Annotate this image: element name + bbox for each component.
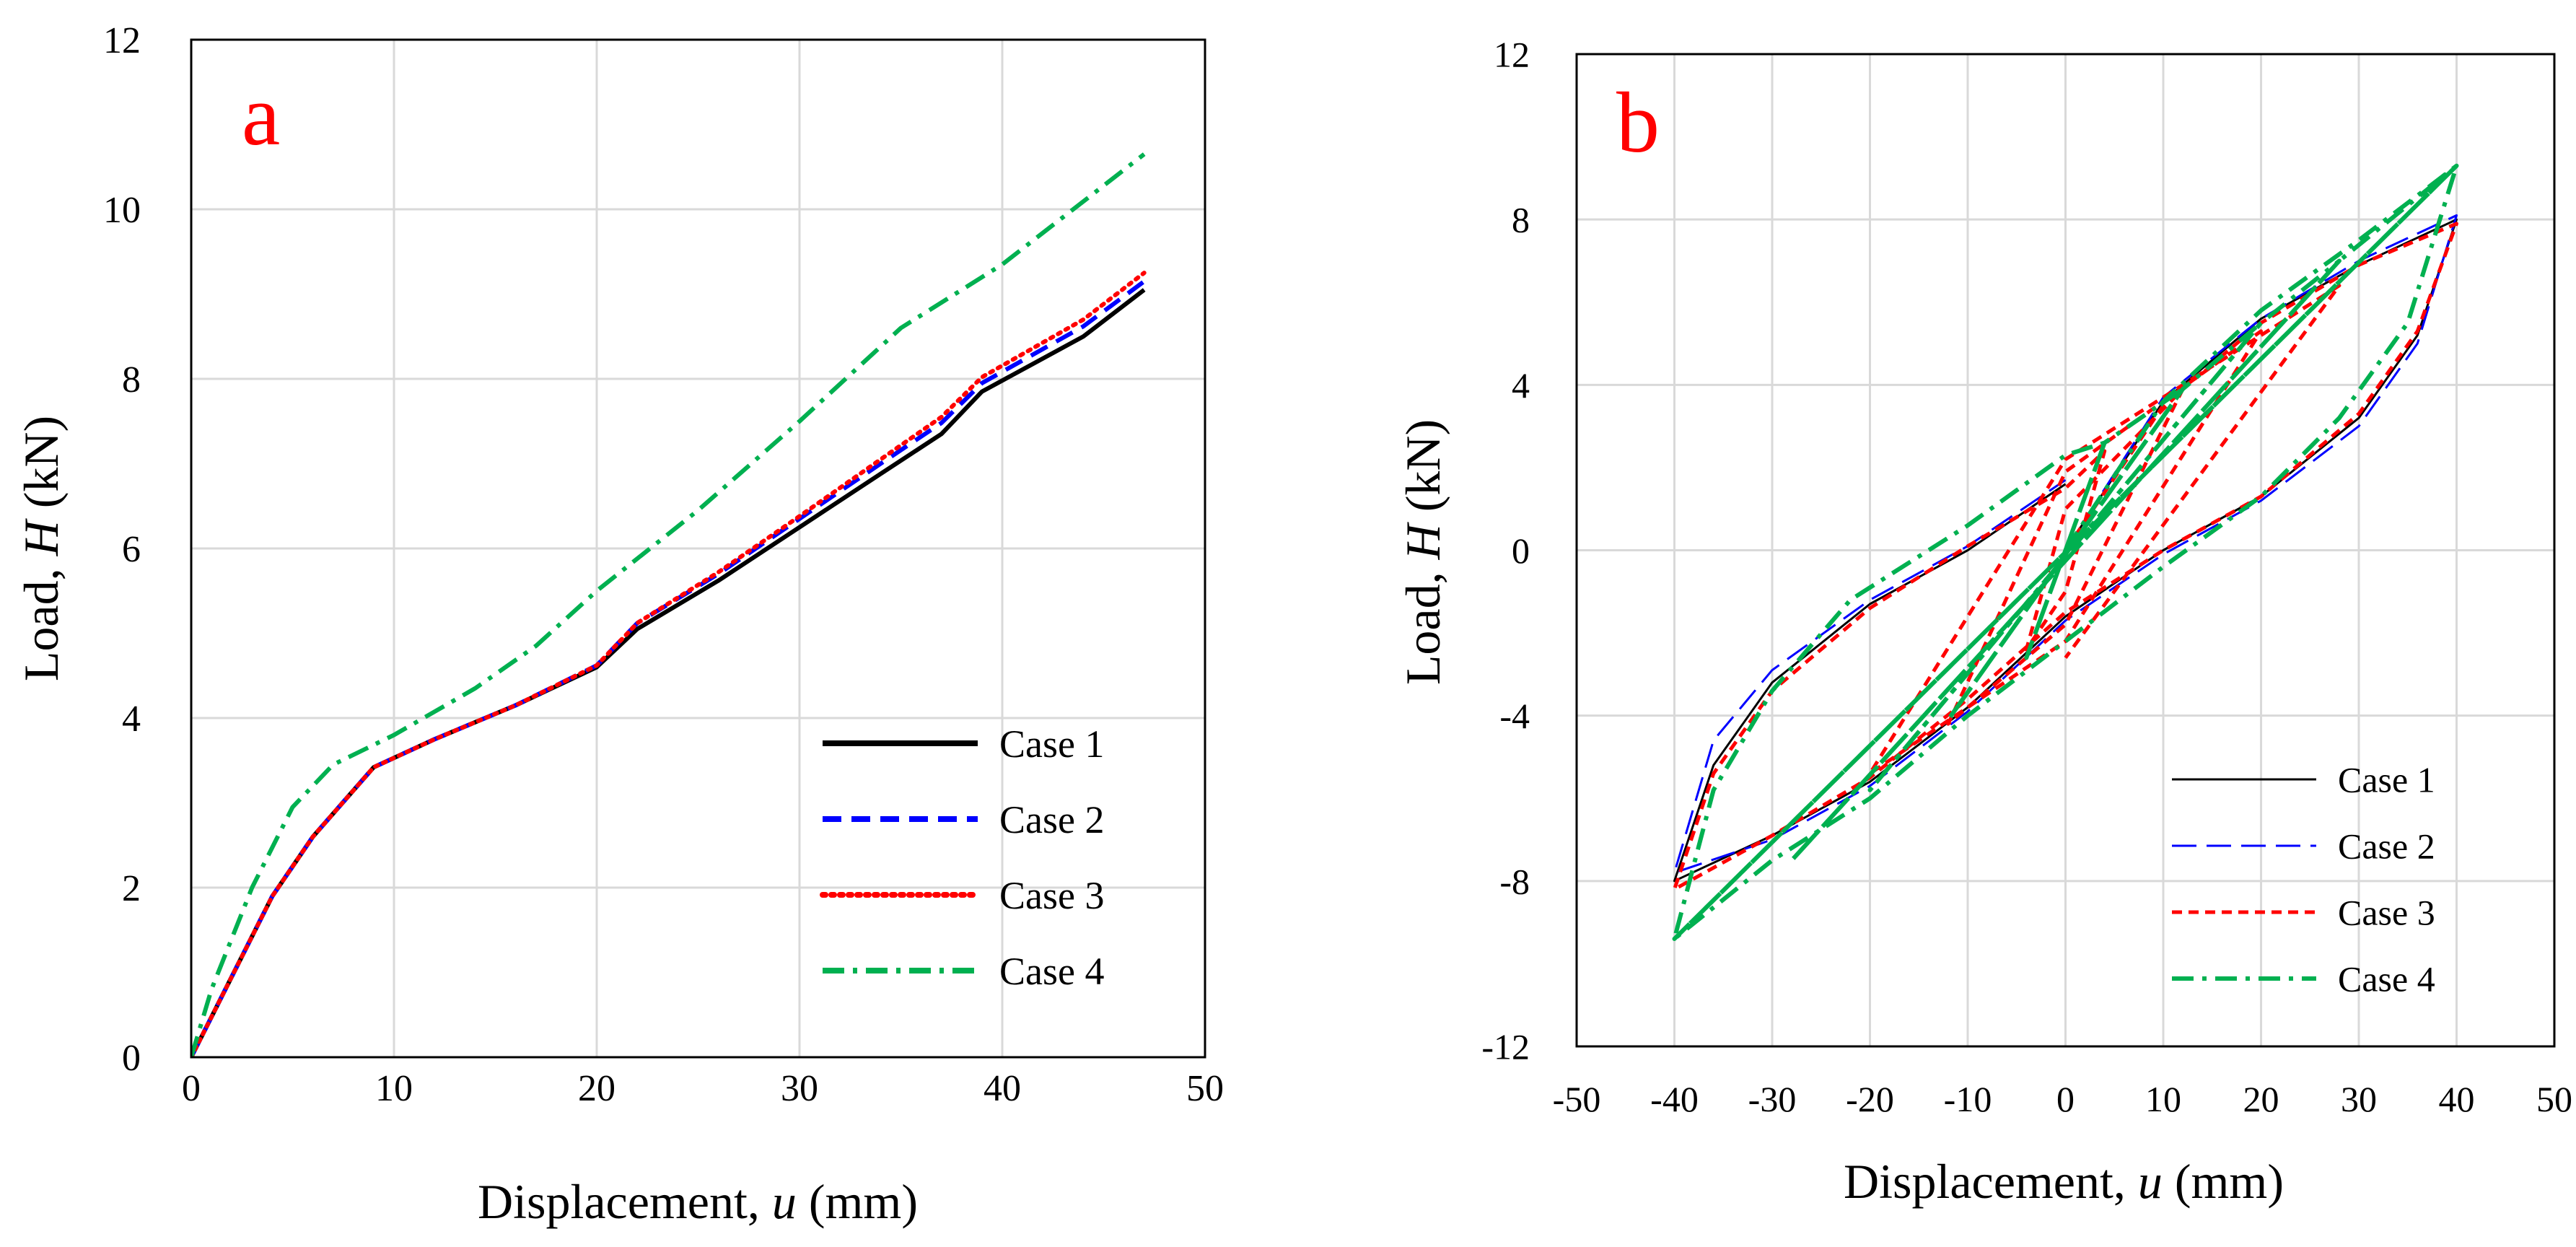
legend-label: Case 3 [2338, 893, 2435, 933]
series-line-case-3 [191, 271, 1147, 1057]
y-tick-label: 12 [1494, 35, 1530, 75]
y-tick-label: 4 [122, 699, 141, 740]
y-axis-label-a-prefix: Load, [14, 556, 69, 681]
x-tick-label: -50 [1553, 1079, 1601, 1119]
y-axis-label-a-suffix: (kN) [14, 416, 69, 520]
y-tick-label: 10 [103, 190, 141, 231]
legend-label: Case 1 [999, 722, 1104, 766]
panel-label-a: a [242, 67, 280, 163]
y-tick-label: 0 [1512, 530, 1530, 571]
y-axis-label-b-prefix: Load, [1396, 559, 1450, 685]
y-tick-label: 12 [103, 20, 141, 61]
x-tick-label: 40 [983, 1068, 1021, 1109]
x-axis-label-b-var: u [2138, 1154, 2163, 1209]
x-axis-label-a: Displacement, u (mm) [478, 1174, 918, 1229]
tick-labels-a: 0 10 20 30 40 50 0 2 4 6 8 10 12 [103, 20, 1224, 1109]
y-tick-label: 2 [122, 868, 141, 909]
x-tick-label: 0 [182, 1068, 201, 1109]
legend-label: Case 3 [999, 874, 1104, 917]
y-tick-label: -4 [1499, 696, 1530, 736]
y-tick-label: 8 [1512, 200, 1530, 240]
y-tick-label: 4 [1512, 365, 1530, 406]
legend-a: Case 1 Case 2 Case 3 Case 4 [820, 722, 1104, 993]
y-axis-label-b: Load, H (kN) [1396, 419, 1450, 685]
x-tick-label: 50 [2536, 1079, 2572, 1119]
x-tick-label: -20 [1846, 1079, 1894, 1119]
legend-label: Case 1 [2338, 760, 2435, 800]
y-tick-label: -8 [1499, 861, 1530, 901]
x-tick-label: 10 [2145, 1079, 2181, 1119]
plot-frame-a [190, 38, 1206, 1059]
x-axis-label-a-var: u [772, 1174, 797, 1229]
x-axis-label-b-suffix: (mm) [2163, 1154, 2284, 1209]
series-group-a [191, 152, 1147, 1057]
series-line-case-4 [1672, 163, 2459, 941]
x-tick-label: 30 [781, 1068, 818, 1109]
y-axis-label-b-suffix: (kN) [1396, 419, 1450, 524]
x-axis-label-b-prefix: Displacement, [1844, 1154, 2138, 1209]
x-axis-label-a-prefix: Displacement, [478, 1174, 772, 1229]
series-group-b [1672, 163, 2459, 941]
x-tick-label: 20 [2243, 1079, 2279, 1119]
x-tick-label: -40 [1650, 1079, 1699, 1119]
y-tick-label: 6 [122, 529, 141, 570]
x-tick-label: 10 [375, 1068, 413, 1109]
y-axis-label-b-var: H [1396, 521, 1450, 560]
y-tick-label: 0 [122, 1038, 141, 1079]
legend-b: Case 1 Case 2 Case 3 Case 4 [2172, 760, 2435, 999]
y-tick-label: -12 [1481, 1027, 1530, 1067]
x-tick-label: 40 [2439, 1079, 2475, 1119]
x-tick-label: -10 [1944, 1079, 1992, 1119]
x-tick-label: 0 [2056, 1079, 2075, 1119]
plot-frame-b [1575, 53, 2556, 1048]
x-tick-label: 20 [578, 1068, 615, 1109]
series-line-case-4 [191, 152, 1146, 1057]
y-tick-label: 8 [122, 359, 141, 401]
series-line-case-3 [1673, 222, 2458, 891]
x-axis-label-a-suffix: (mm) [797, 1174, 918, 1229]
x-tick-label: -30 [1748, 1079, 1797, 1119]
x-tick-label: 50 [1186, 1068, 1224, 1109]
legend-label: Case 2 [999, 798, 1104, 841]
legend-label: Case 4 [999, 950, 1104, 993]
legend-label: Case 4 [2338, 959, 2435, 999]
grid-a [191, 40, 1205, 1057]
panel-label-b: b [1616, 74, 1660, 170]
y-axis-label-a: Load, H (kN) [14, 416, 69, 681]
x-axis-label-b: Displacement, u (mm) [1844, 1154, 2284, 1209]
y-axis-label-a-var: H [14, 517, 69, 556]
chart-panel-a: 0 10 20 30 40 50 0 2 4 6 8 10 12 a Displacement, u (… [14, 20, 1224, 1229]
grid-b [1577, 54, 2554, 1046]
x-tick-label: 30 [2341, 1079, 2377, 1119]
legend-label: Case 2 [2338, 826, 2435, 867]
